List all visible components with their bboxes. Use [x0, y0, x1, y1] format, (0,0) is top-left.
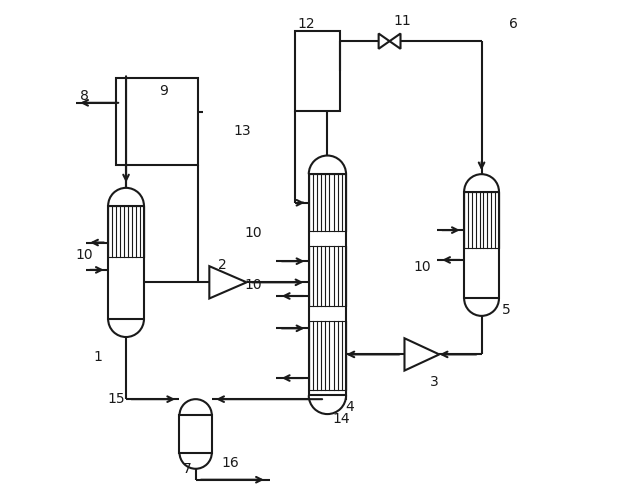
Text: 3: 3: [430, 375, 439, 389]
Bar: [464, 192, 499, 298]
Polygon shape: [404, 338, 439, 370]
Bar: [309, 321, 346, 390]
Text: 10: 10: [244, 226, 262, 239]
Text: 10: 10: [244, 278, 262, 292]
Text: 6: 6: [509, 17, 518, 31]
Text: 14: 14: [332, 412, 350, 426]
Bar: [116, 78, 198, 166]
Bar: [108, 206, 144, 258]
Bar: [464, 192, 499, 248]
Text: 10: 10: [413, 260, 431, 274]
Text: 4: 4: [346, 400, 354, 413]
Polygon shape: [379, 34, 389, 49]
Bar: [309, 174, 346, 232]
Bar: [295, 31, 340, 111]
Bar: [108, 206, 144, 319]
Wedge shape: [179, 399, 212, 415]
Text: 10: 10: [75, 248, 92, 262]
Bar: [464, 192, 499, 298]
Bar: [179, 416, 212, 453]
Text: 7: 7: [183, 462, 192, 476]
Text: 16: 16: [222, 456, 239, 470]
Text: 15: 15: [107, 392, 125, 406]
Text: 1: 1: [93, 350, 102, 364]
Bar: [179, 416, 212, 453]
Wedge shape: [309, 156, 346, 174]
Polygon shape: [209, 266, 247, 298]
Wedge shape: [179, 452, 212, 469]
Bar: [309, 174, 346, 396]
Text: 11: 11: [393, 14, 411, 28]
Bar: [108, 206, 144, 319]
Wedge shape: [464, 174, 499, 192]
Bar: [309, 246, 346, 306]
Text: 5: 5: [502, 302, 511, 316]
Text: 9: 9: [159, 84, 168, 98]
Bar: [309, 174, 346, 396]
Polygon shape: [389, 34, 401, 49]
Wedge shape: [464, 298, 499, 316]
Text: 13: 13: [233, 124, 251, 138]
Text: 12: 12: [298, 17, 316, 31]
Text: 8: 8: [81, 89, 89, 103]
Text: 2: 2: [217, 258, 226, 272]
Wedge shape: [309, 396, 346, 414]
Wedge shape: [108, 319, 144, 337]
Wedge shape: [108, 188, 144, 206]
